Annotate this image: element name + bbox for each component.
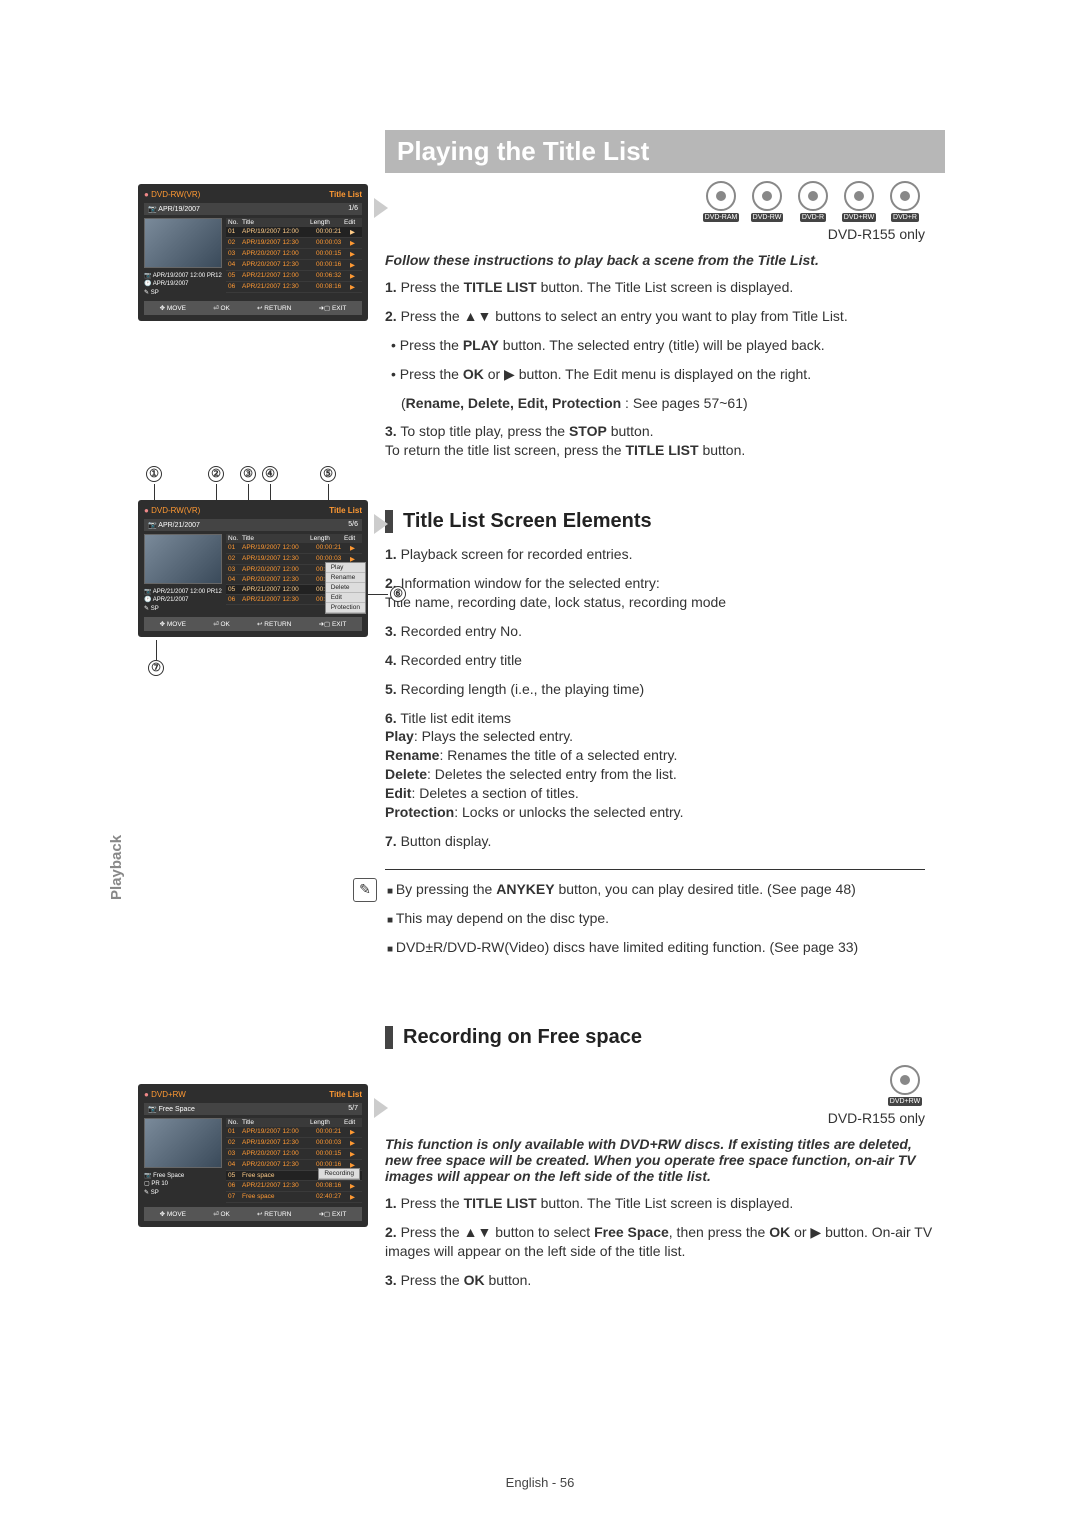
ui-screenshot-2: ● DVD-RW(VR)Title List 📷 APR/21/20075/6 … bbox=[138, 500, 368, 637]
side-tab: Playback bbox=[108, 835, 125, 900]
step-item: 2. Press the ▲▼ buttons to select an ent… bbox=[385, 307, 935, 326]
recording-popup: Recording bbox=[318, 1168, 360, 1180]
title-row: 06APR/21/2007 12:3000:08:16▶ bbox=[226, 1181, 362, 1192]
disc-icon: DVD-R bbox=[793, 181, 833, 222]
note-item: This may depend on the disc type. bbox=[385, 909, 925, 928]
title-row: 01APR/19/2007 12:0000:00:21▶ bbox=[226, 543, 362, 554]
disc-icon: DVD+R bbox=[885, 181, 925, 222]
disc-compat-icons-2: DVD+RW bbox=[385, 1065, 925, 1106]
title-row: 03APR/20/2007 12:0000:00:15▶ bbox=[226, 1149, 362, 1160]
step-item: Press the OK or ▶ button. The Edit menu … bbox=[385, 365, 935, 384]
model-note: DVD-R155 only bbox=[385, 226, 925, 242]
steps-list-1: 1. Press the TITLE LIST button. The Titl… bbox=[385, 278, 935, 460]
title-row: 01APR/19/2007 12:0000:00:21▶ bbox=[226, 227, 362, 238]
intro-text-2: This function is only available with DVD… bbox=[385, 1136, 935, 1184]
edit-popup: PlayRenameDeleteEditProtection bbox=[325, 562, 366, 614]
intro-text: Follow these instructions to play back a… bbox=[385, 252, 935, 268]
page-footer: English - 56 bbox=[0, 1475, 1080, 1490]
step-item: 5. Recording length (i.e., the playing t… bbox=[385, 680, 935, 699]
step-item: 2. Press the ▲▼ button to select Free Sp… bbox=[385, 1223, 935, 1261]
note-item: DVD±R/DVD-RW(Video) discs have limited e… bbox=[385, 938, 925, 957]
disc-icon: DVD-RW bbox=[747, 181, 787, 222]
step-item: 1. Press the TITLE LIST button. The Titl… bbox=[385, 278, 935, 297]
callout-numbers-top: ① ② ③ ④ ⑤ bbox=[146, 466, 336, 482]
title-row: 07Free space02:40:27▶ bbox=[226, 1192, 362, 1203]
step-item: 7. Button display. bbox=[385, 832, 935, 851]
steps-list-2: 1. Press the TITLE LIST button. The Titl… bbox=[385, 1194, 935, 1290]
model-note-2: DVD-R155 only bbox=[385, 1110, 925, 1126]
main-heading: Playing the Title List bbox=[385, 130, 945, 173]
disc-icon: DVD+RW bbox=[885, 1065, 925, 1106]
disc-icon: DVD-RAM bbox=[701, 181, 741, 222]
step-item: (Rename, Delete, Edit, Protection : See … bbox=[385, 394, 935, 413]
note-item: By pressing the ANYKEY button, you can p… bbox=[385, 880, 925, 899]
callout-7: ⑦ bbox=[148, 660, 164, 676]
callout-6: ⑥ bbox=[390, 586, 406, 602]
note-icon: ✎ bbox=[353, 878, 377, 902]
manual-page: Playback ● DVD-RW(VR)Title List 📷 APR/19… bbox=[0, 0, 1080, 1340]
step-item: 4. Recorded entry title bbox=[385, 651, 935, 670]
sub-heading-2: Recording on Free space bbox=[385, 1026, 642, 1049]
step-item: 3. To stop title play, press the STOP bu… bbox=[385, 422, 935, 460]
step-item: 3. Recorded entry No. bbox=[385, 622, 935, 641]
step-item: 1. Press the TITLE LIST button. The Titl… bbox=[385, 1194, 935, 1213]
ui-screenshot-1: ● DVD-RW(VR)Title List 📷 APR/19/20071/6 … bbox=[138, 184, 368, 321]
disc-icon: DVD+RW bbox=[839, 181, 879, 222]
ui-screenshot-3: ● DVD+RWTitle List 📷 Free Space5/7 📷 Fre… bbox=[138, 1084, 368, 1227]
preview-thumb bbox=[144, 218, 222, 268]
title-row: 06APR/21/2007 12:3000:08:16▶ bbox=[226, 282, 362, 293]
sub-heading-1: Title List Screen Elements bbox=[385, 510, 652, 533]
title-row: 02APR/19/2007 12:3000:00:03▶ bbox=[226, 238, 362, 249]
title-row: 04APR/20/2007 12:3000:00:16▶ bbox=[226, 260, 362, 271]
disc-compat-icons: DVD-RAMDVD-RWDVD-RDVD+RWDVD+R bbox=[385, 181, 925, 222]
title-row: 03APR/20/2007 12:0000:00:15▶ bbox=[226, 249, 362, 260]
arrow-icon bbox=[374, 198, 388, 218]
note-box: ✎ By pressing the ANYKEY button, you can… bbox=[385, 869, 925, 957]
arrow-icon bbox=[374, 1098, 388, 1118]
title-row: 05APR/21/2007 12:0000:06:32▶ bbox=[226, 271, 362, 282]
step-item: 2. Information window for the selected e… bbox=[385, 574, 935, 612]
preview-thumb bbox=[144, 534, 222, 584]
step-item: Press the PLAY button. The selected entr… bbox=[385, 336, 935, 355]
step-item: 1. Playback screen for recorded entries. bbox=[385, 545, 935, 564]
title-row: 02APR/19/2007 12:3000:00:03▶ bbox=[226, 1138, 362, 1149]
preview-thumb bbox=[144, 1118, 222, 1168]
step-item: 3. Press the OK button. bbox=[385, 1271, 935, 1290]
step-item: 6. Title list edit itemsPlay: Plays the … bbox=[385, 709, 935, 822]
elements-list: 1. Playback screen for recorded entries.… bbox=[385, 545, 935, 851]
title-row: 01APR/19/2007 12:0000:00:21▶ bbox=[226, 1127, 362, 1138]
arrow-icon bbox=[374, 514, 388, 534]
title-list: No.TitleLengthEdit 01APR/19/2007 12:0000… bbox=[226, 218, 362, 297]
info-block: 📷 APR/19/2007 12:00 PR12 🕐 APR/19/2007 ✎… bbox=[144, 272, 222, 297]
